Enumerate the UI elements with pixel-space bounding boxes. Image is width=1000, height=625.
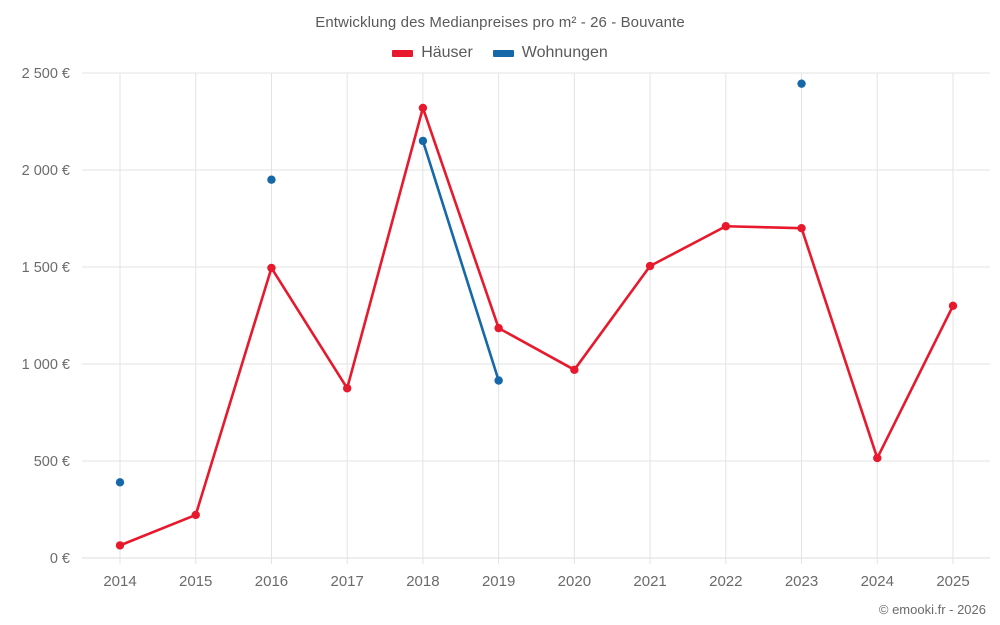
legend-item-haeuser[interactable]: Häuser <box>392 44 473 62</box>
series-point-h-user[interactable] <box>948 301 958 310</box>
series-line-h-user <box>118 106 955 547</box>
legend-label-wohnungen: Wohnungen <box>521 44 608 61</box>
series-point-h-user[interactable] <box>873 453 882 463</box>
chart-credit: © emooki.fr - 2026 <box>878 602 986 617</box>
x-axis-label: 2016 <box>255 573 288 590</box>
series-point-h-user[interactable] <box>494 323 503 333</box>
y-axis-ticks: 0 € 500 € 1 000 € 1 500 € 2 000 € 2 500 € <box>22 66 70 567</box>
series-point-h-user[interactable] <box>570 365 579 375</box>
chart-legend: Häuser Wohnungen <box>0 44 1000 62</box>
series-point-wohnungen[interactable] <box>418 136 428 146</box>
x-axis-label: 2014 <box>103 573 136 590</box>
data-series <box>115 79 958 550</box>
legend-swatch-wohnungen <box>492 49 514 57</box>
legend-swatch-haeuser <box>392 49 414 57</box>
x-axis-label: 2021 <box>633 573 666 590</box>
y-axis-label: 500 € <box>34 454 70 470</box>
gridlines <box>82 72 990 564</box>
x-axis-label: 2025 <box>936 573 969 590</box>
series-point-wohnungen[interactable] <box>797 79 806 88</box>
series-point-h-user[interactable] <box>115 541 125 550</box>
series-point-wohnungen[interactable] <box>115 478 125 487</box>
series-point-wohnungen[interactable] <box>267 175 276 184</box>
x-axis-label: 2022 <box>709 573 742 590</box>
legend-label-haeuser: Häuser <box>421 44 473 61</box>
x-axis-label: 2023 <box>785 573 818 590</box>
y-axis-label: 0 € <box>50 551 70 567</box>
chart-title: Entwicklung des Medianpreises pro m² - 2… <box>315 14 685 31</box>
x-axis-ticks: 2014 2015 2016 2017 2018 2019 2020 2021 2022 2023… <box>103 573 969 590</box>
series-point-h-user[interactable] <box>342 384 352 393</box>
series-point-h-user[interactable] <box>721 222 731 231</box>
y-axis-label: 2 500 € <box>22 66 70 82</box>
legend-item-wohnungen[interactable]: Wohnungen <box>492 44 608 62</box>
series-point-h-user[interactable] <box>418 103 428 113</box>
series-line-wohnungen <box>421 139 500 382</box>
x-axis-label: 2019 <box>482 573 515 590</box>
series-point-h-user[interactable] <box>797 224 806 233</box>
series-point-wohnungen[interactable] <box>494 376 503 385</box>
y-axis-label: 2 000 € <box>22 163 70 179</box>
x-axis-label: 2020 <box>558 573 591 590</box>
series-point-h-user[interactable] <box>645 261 655 271</box>
series-point-h-user[interactable] <box>267 263 276 273</box>
x-axis-label: 2024 <box>861 573 894 590</box>
x-axis-label: 2017 <box>330 573 363 590</box>
x-axis-label: 2018 <box>406 573 439 590</box>
series-point-h-user[interactable] <box>191 510 200 520</box>
y-axis-label: 1 500 € <box>22 260 70 276</box>
y-axis-label: 1 000 € <box>22 357 70 373</box>
x-axis-label: 2015 <box>179 573 212 590</box>
